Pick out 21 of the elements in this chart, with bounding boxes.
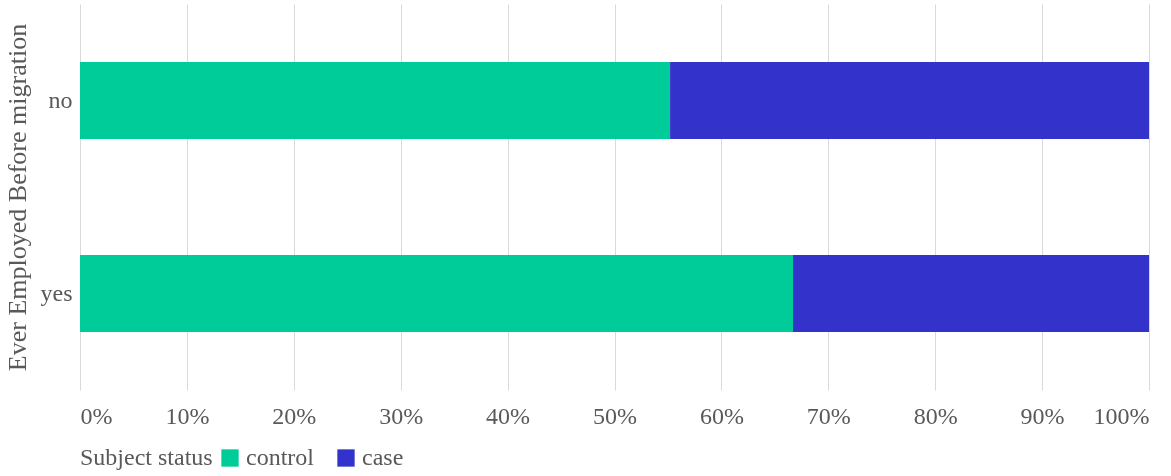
bar: [80, 254, 794, 333]
legend-title: Subject status: [80, 444, 213, 470]
x-tick-label: 70%: [806, 402, 851, 429]
legend-label: control: [246, 444, 315, 470]
x-tick-label: 0%: [80, 402, 113, 429]
x-tick-label: 30%: [379, 402, 424, 429]
x-tick-label: 40%: [486, 402, 531, 429]
bar: [793, 254, 1149, 333]
x-tick-label: 60%: [699, 402, 744, 429]
x-tick-label: 10%: [165, 402, 210, 429]
x-tick-label: 90%: [1020, 402, 1065, 429]
x-tick-label: 80%: [913, 402, 958, 429]
y-tick-label: no: [48, 86, 73, 113]
bar: [670, 61, 1149, 140]
x-tick-label: 50%: [593, 402, 637, 429]
x-tick-label: 100%: [1093, 402, 1150, 429]
legend-label: case: [362, 444, 404, 470]
y-axis-title: Ever Employed Before migration: [2, 23, 32, 372]
bar: [80, 61, 671, 140]
y-tick-label: yes: [40, 279, 73, 306]
x-tick-label: 20%: [272, 402, 317, 429]
